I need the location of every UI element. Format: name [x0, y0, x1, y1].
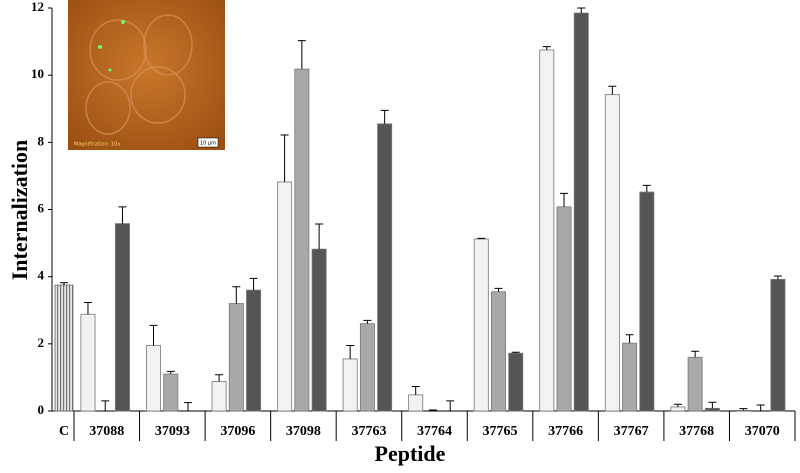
bar — [556, 206, 572, 412]
inset-image: 10 µm Magnification: 10x — [68, 0, 225, 150]
bar — [704, 407, 720, 412]
bar — [114, 223, 130, 412]
y-axis-label: Internalization — [7, 140, 32, 281]
y-tick-label: 4 — [38, 268, 45, 283]
error-bar — [215, 374, 224, 382]
error-bar — [739, 408, 748, 411]
bar — [359, 323, 375, 412]
error-bar — [773, 275, 782, 280]
bar — [687, 356, 703, 412]
error-bar — [625, 334, 634, 344]
x-tick-label: 37765 — [483, 424, 518, 439]
error-bar — [691, 350, 700, 358]
x-tick-label: 37766 — [548, 424, 583, 439]
bar — [211, 381, 227, 412]
inset-scale: 10 µm — [200, 141, 216, 147]
error-bar — [83, 302, 92, 315]
error-bar — [446, 400, 455, 411]
y-tick-label: 0 — [38, 402, 45, 417]
bar — [735, 409, 751, 412]
bar — [146, 345, 161, 412]
bar — [639, 191, 655, 412]
error-bar — [232, 286, 241, 304]
error-bar — [118, 206, 127, 224]
y-tick-label: 2 — [38, 335, 45, 350]
bar — [342, 358, 358, 412]
bar — [573, 12, 589, 412]
bar — [408, 394, 424, 412]
bar — [294, 68, 310, 412]
bar — [491, 291, 506, 412]
error-bar — [297, 40, 306, 70]
bar — [604, 94, 620, 412]
error-bar — [494, 287, 503, 292]
error-bar — [608, 85, 617, 95]
error-bar — [363, 319, 372, 324]
inset-caption: Magnification: 10x — [74, 142, 120, 148]
x-tick-label: 37093 — [155, 424, 190, 439]
error-bar — [756, 404, 765, 411]
error-bar — [428, 409, 437, 411]
y-tick-label: 10 — [31, 66, 44, 81]
bar — [277, 181, 293, 412]
bar — [163, 373, 179, 412]
error-bar — [280, 134, 289, 182]
error-bar — [249, 277, 258, 291]
control-bar — [54, 284, 74, 412]
x-axis-label: Peptide — [375, 441, 446, 466]
error-bar — [411, 385, 420, 395]
y-tick-label: 6 — [38, 200, 45, 215]
bar — [622, 342, 638, 412]
bar — [228, 303, 244, 412]
x-tick-label: 37096 — [220, 424, 255, 439]
error-bar — [560, 192, 569, 207]
error-bar — [166, 370, 175, 375]
bar — [311, 248, 327, 412]
error-bar — [149, 324, 158, 346]
error-bar — [184, 402, 193, 411]
error-bar — [511, 351, 520, 354]
error-bar — [60, 282, 68, 286]
bar — [539, 49, 555, 412]
x-tick-label: 37088 — [89, 424, 124, 439]
x-tick-label: 37070 — [745, 424, 780, 439]
error-bar — [577, 7, 586, 14]
error-bar — [346, 345, 355, 359]
y-tick-label: 8 — [38, 133, 45, 148]
bar — [508, 352, 524, 412]
error-bar — [101, 400, 110, 411]
x-tick-label: 37764 — [417, 424, 452, 439]
x-tick-label: 37763 — [351, 424, 386, 439]
bar — [80, 313, 96, 412]
error-bar — [708, 401, 717, 409]
bar — [770, 278, 786, 412]
error-bar — [542, 46, 551, 50]
bar — [473, 238, 489, 412]
error-bar — [315, 223, 324, 250]
x-tick-label: C — [59, 424, 69, 439]
y-tick-label: 12 — [31, 0, 44, 14]
error-bar — [380, 109, 389, 124]
error-bar — [477, 237, 486, 240]
error-bar — [642, 184, 651, 193]
x-tick-label: 37098 — [286, 424, 321, 439]
x-tick-label: 37768 — [679, 424, 714, 439]
bar — [377, 123, 393, 412]
bar — [246, 289, 262, 412]
x-tick-label: 37767 — [614, 424, 649, 439]
error-bar — [673, 403, 682, 407]
bar — [670, 406, 686, 412]
